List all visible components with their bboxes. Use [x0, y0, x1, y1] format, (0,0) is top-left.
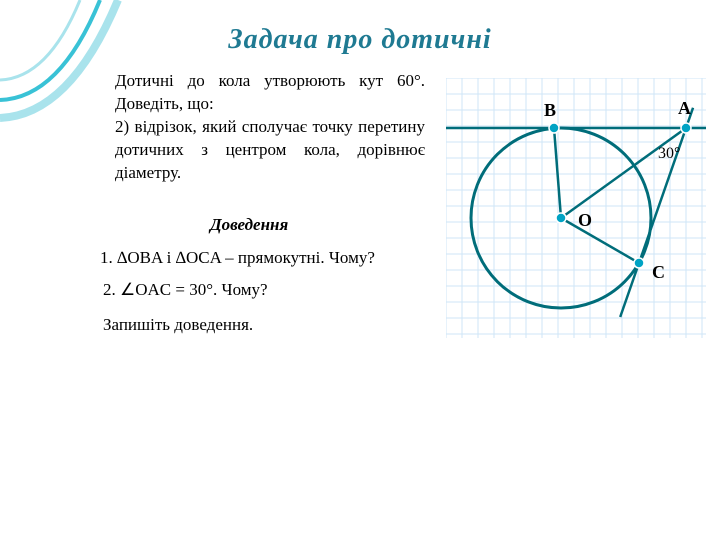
proof-step-1: 1. ∆OBA і ∆OCA – прямокутні. Чому? — [100, 248, 375, 268]
svg-text:O: O — [578, 210, 592, 230]
proof-heading: Доведення — [210, 215, 288, 235]
page-title: Задача про дотичні — [228, 24, 491, 56]
write-proof: Запишіть доведення. — [103, 315, 253, 335]
svg-text:30°: 30° — [658, 145, 680, 162]
problem-line-2: 2) відрізок, який сполучає точку перетин… — [115, 117, 425, 182]
svg-text:B: B — [544, 100, 556, 120]
problem-statement: Дотичні до кола утворюють кут 60°. Довед… — [115, 70, 425, 185]
geometry-diagram: O B A C 30° — [446, 78, 706, 338]
svg-text:A: A — [678, 98, 691, 118]
problem-line-1: Дотичні до кола утворюють кут 60°. Довед… — [115, 71, 425, 113]
proof-step-2: 2. ∠OAC = 30°. Чому? — [103, 280, 268, 300]
svg-text:C: C — [652, 262, 665, 282]
